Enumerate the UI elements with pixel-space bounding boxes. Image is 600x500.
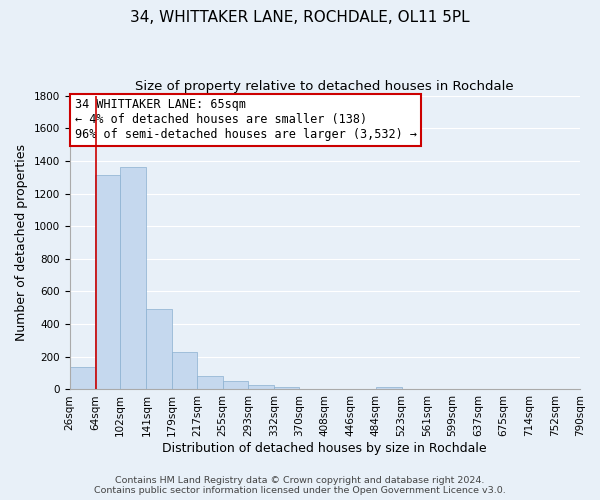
- Text: Contains HM Land Registry data © Crown copyright and database right 2024.
Contai: Contains HM Land Registry data © Crown c…: [94, 476, 506, 495]
- Bar: [376, 388, 401, 390]
- Bar: [223, 382, 248, 390]
- Y-axis label: Number of detached properties: Number of detached properties: [15, 144, 28, 341]
- Bar: [248, 386, 274, 390]
- Bar: [121, 166, 146, 390]
- Bar: [197, 376, 223, 390]
- Text: 34, WHITTAKER LANE, ROCHDALE, OL11 5PL: 34, WHITTAKER LANE, ROCHDALE, OL11 5PL: [130, 10, 470, 25]
- Bar: [95, 174, 121, 390]
- Bar: [172, 352, 197, 390]
- X-axis label: Distribution of detached houses by size in Rochdale: Distribution of detached houses by size …: [163, 442, 487, 455]
- Bar: [146, 310, 172, 390]
- Bar: [274, 387, 299, 390]
- Bar: [70, 366, 95, 390]
- Title: Size of property relative to detached houses in Rochdale: Size of property relative to detached ho…: [136, 80, 514, 93]
- Text: 34 WHITTAKER LANE: 65sqm
← 4% of detached houses are smaller (138)
96% of semi-d: 34 WHITTAKER LANE: 65sqm ← 4% of detache…: [74, 98, 416, 142]
